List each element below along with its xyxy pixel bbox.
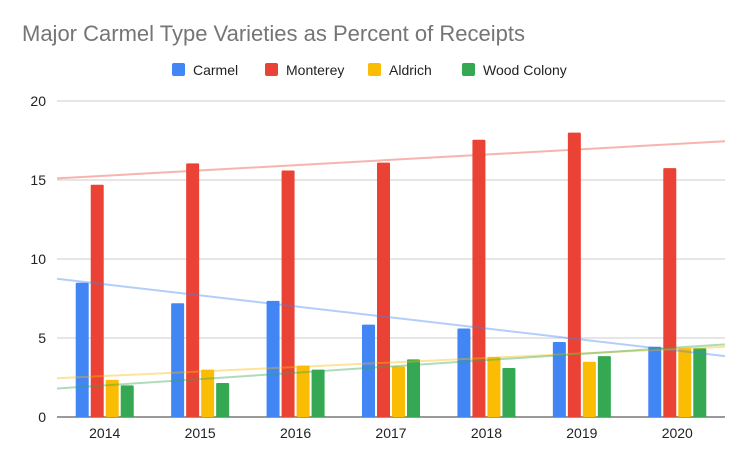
bar-wood-colony-2018: [502, 368, 516, 417]
legend-swatch-wood-colony: [462, 63, 475, 76]
legend-label: Aldrich: [389, 62, 432, 78]
y-tick-label: 10: [30, 251, 46, 267]
trendline-monterey: [56, 140, 726, 180]
legend-label: Carmel: [193, 62, 238, 78]
bar-monterey-2019: [567, 132, 581, 417]
bar-carmel-2016: [266, 300, 280, 417]
bar-monterey-2015: [186, 163, 200, 417]
bar-wood-colony-2020: [693, 348, 707, 417]
trendlines: [56, 140, 726, 390]
bar-aldrich-2018: [487, 356, 501, 417]
bar-monterey-2018: [472, 139, 486, 417]
bar-wood-colony-2015: [216, 383, 230, 417]
bar-carmel-2015: [171, 303, 185, 417]
bar-carmel-2020: [648, 346, 662, 417]
bar-carmel-2018: [457, 328, 471, 417]
trendline-aldrich: [56, 345, 726, 380]
bar-monterey-2016: [281, 170, 295, 417]
x-tick-label: 2014: [89, 425, 120, 441]
bar-wood-colony-2014: [120, 385, 134, 417]
bar-aldrich-2017: [392, 366, 405, 417]
bar-wood-colony-2016: [311, 369, 325, 417]
bar-carmel-2019: [552, 341, 566, 417]
legend-label: Monterey: [286, 62, 344, 78]
x-axis: 2014 2015 2016 2017 2018 2019 2020: [89, 425, 693, 441]
y-axis: 0 5 10 15 20: [30, 93, 46, 425]
legend-swatch-carmel: [172, 63, 185, 76]
trendline-wood-colony: [56, 343, 726, 390]
bar-carmel-2017: [362, 324, 375, 417]
legend-swatch-aldrich: [368, 63, 381, 76]
bar-carmel-2014: [75, 282, 89, 417]
legend: Carmel Monterey Aldrich Wood Colony: [172, 62, 567, 78]
bar-aldrich-2015: [201, 369, 215, 417]
bar-monterey-2020: [663, 168, 677, 417]
bar-aldrich-2020: [678, 348, 692, 417]
bars: [75, 132, 707, 417]
gridlines: [57, 100, 725, 418]
x-tick-label: 2017: [375, 425, 406, 441]
x-tick-label: 2018: [471, 425, 502, 441]
x-tick-label: 2015: [185, 425, 216, 441]
chart-title: Major Carmel Type Varieties as Percent o…: [22, 21, 525, 46]
y-tick-label: 0: [38, 409, 46, 425]
legend-label: Wood Colony: [483, 62, 567, 78]
y-tick-label: 15: [30, 172, 46, 188]
bar-wood-colony-2017: [407, 359, 420, 417]
x-tick-label: 2020: [662, 425, 693, 441]
bar-aldrich-2014: [105, 379, 119, 417]
bar-aldrich-2019: [582, 361, 596, 417]
y-tick-label: 20: [30, 93, 46, 109]
bar-wood-colony-2019: [597, 356, 611, 417]
bar-monterey-2014: [90, 184, 104, 417]
y-tick-label: 5: [38, 330, 46, 346]
x-tick-label: 2016: [280, 425, 311, 441]
bar-aldrich-2016: [296, 365, 310, 417]
trendline-carmel: [56, 277, 726, 358]
x-tick-label: 2019: [566, 425, 597, 441]
bar-monterey-2017: [377, 162, 390, 417]
legend-swatch-monterey: [265, 63, 278, 76]
